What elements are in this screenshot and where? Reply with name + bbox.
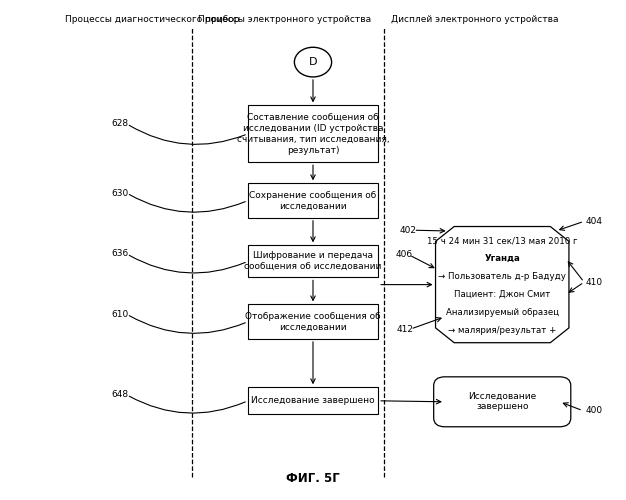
Text: → Пользователь д-р Бадуду: → Пользователь д-р Бадуду	[438, 272, 566, 281]
FancyBboxPatch shape	[248, 387, 378, 414]
Text: 400: 400	[586, 406, 603, 415]
Text: ФИГ. 5Г: ФИГ. 5Г	[286, 472, 340, 485]
Text: Составление сообщения об
исследовании (ID устройства
считывания, тип исследовани: Составление сообщения об исследовании (I…	[237, 112, 389, 155]
Text: 404: 404	[586, 217, 603, 226]
Text: Сохранение сообщения об
исследовании: Сохранение сообщения об исследовании	[249, 190, 377, 210]
Text: 410: 410	[586, 278, 603, 286]
Text: 628: 628	[111, 120, 128, 128]
Text: Уганда: Уганда	[485, 254, 520, 263]
Text: 15 ч 24 мин 31 сек/13 мая 2010 г: 15 ч 24 мин 31 сек/13 мая 2010 г	[427, 236, 578, 246]
Text: 648: 648	[111, 390, 128, 400]
FancyBboxPatch shape	[248, 106, 378, 162]
Text: 402: 402	[400, 226, 417, 234]
Text: 406: 406	[396, 250, 413, 260]
Text: Анализируемый образец: Анализируемый образец	[446, 308, 559, 317]
Polygon shape	[436, 226, 569, 342]
Text: Исследование завершено: Исследование завершено	[251, 396, 375, 406]
FancyBboxPatch shape	[248, 304, 378, 339]
Text: Шифрование и передача
сообщения об исследовании: Шифрование и передача сообщения об иссле…	[244, 252, 382, 272]
FancyBboxPatch shape	[248, 246, 378, 278]
Text: 412: 412	[397, 324, 414, 334]
Text: Отображение сообщения об
исследовании: Отображение сообщения об исследовании	[245, 312, 381, 332]
Text: 630: 630	[111, 188, 128, 198]
Text: Пациент: Джон Смит: Пациент: Джон Смит	[454, 290, 550, 299]
FancyBboxPatch shape	[248, 183, 378, 218]
Circle shape	[294, 48, 332, 77]
Text: 610: 610	[111, 310, 128, 319]
Text: → малярия/результат +: → малярия/результат +	[448, 326, 557, 334]
Text: Исследование
завершено: Исследование завершено	[468, 392, 536, 411]
Text: Процессы диагностического прибор: Процессы диагностического прибор	[65, 15, 239, 24]
Text: Дисплей электронного устройства: Дисплей электронного устройства	[391, 15, 558, 24]
Text: D: D	[309, 57, 317, 67]
Text: 636: 636	[111, 250, 128, 258]
Text: Процессы электронного устройства: Процессы электронного устройства	[198, 15, 371, 24]
FancyBboxPatch shape	[434, 377, 571, 427]
